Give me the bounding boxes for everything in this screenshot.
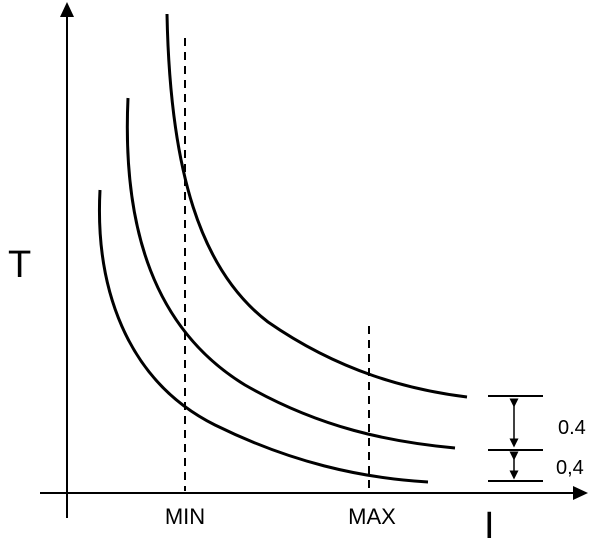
curve-lower [97,189,429,484]
curve-middle [125,97,456,450]
curve-upper [165,13,468,399]
y-axis-arrow-icon [60,2,74,17]
upper-gap-label: 0.4 [558,417,586,439]
min-label: MIN [165,504,205,529]
x-axis-label: I [484,505,495,541]
x-axis-arrow-icon [573,486,588,500]
y-axis-label: T [8,244,31,286]
max-label: MAX [348,504,396,529]
lower-gap-label: 0,4 [556,457,584,479]
